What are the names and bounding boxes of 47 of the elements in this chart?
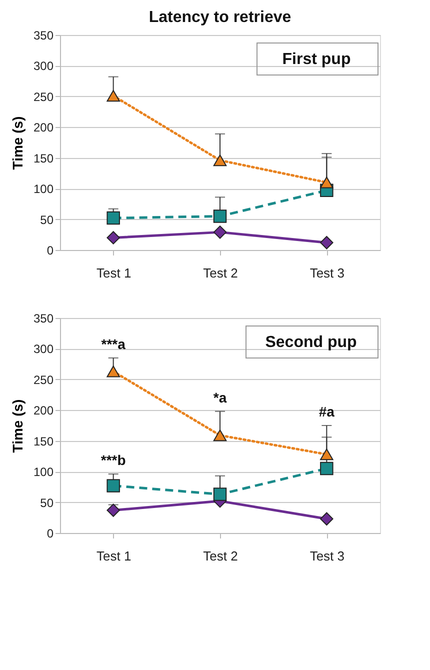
point	[320, 236, 334, 250]
annotation: Second pup	[265, 334, 357, 351]
x-tick-label: Test 3	[310, 266, 345, 280]
y-tick-label: 50	[40, 496, 54, 510]
x-tick-label: Test 1	[96, 548, 132, 564]
y-tick-label: 200	[33, 120, 54, 135]
y-tick-label: 150	[33, 434, 54, 448]
point	[213, 226, 227, 239]
chart-title: Latency to retrieve	[148, 9, 292, 26]
y-tick-label: 300	[33, 59, 54, 74]
annotation: First pup	[282, 51, 351, 68]
point	[213, 488, 227, 501]
x-tick-label: Test 3	[310, 548, 345, 564]
point	[106, 504, 120, 517]
y-tick-label: 350	[33, 312, 54, 326]
y-tick-label: 0	[46, 526, 54, 540]
y-tick-label: 0	[46, 244, 54, 258]
y-axis-title: Time (s)	[9, 399, 26, 453]
y-tick-label: 250	[33, 90, 54, 104]
point	[320, 512, 334, 526]
y-tick-label: 350	[33, 28, 54, 42]
point	[213, 154, 227, 166]
y-tick-label: 250	[33, 372, 54, 387]
point	[320, 176, 334, 188]
annotation: ***a	[101, 336, 126, 352]
y-axis-title: Time (s)	[9, 116, 26, 170]
x-tick-label: Test 2	[203, 548, 238, 564]
y-tick-label: 100	[33, 182, 54, 196]
point	[320, 448, 334, 460]
point	[320, 462, 334, 476]
x-tick-label: Test 2	[203, 266, 238, 280]
point	[106, 366, 120, 378]
annotation: #a	[318, 404, 335, 420]
y-tick-label: 150	[33, 151, 54, 166]
point	[106, 231, 120, 244]
point	[213, 430, 227, 442]
y-tick-label: 200	[33, 404, 54, 418]
point	[213, 210, 227, 223]
annotation: *a	[213, 389, 227, 406]
point	[106, 90, 120, 102]
y-tick-label: 300	[33, 342, 54, 356]
y-tick-label: 100	[33, 465, 54, 480]
y-tick-label: 50	[40, 212, 54, 227]
annotation: ***b	[100, 452, 126, 468]
x-tick-label: Test 1	[96, 266, 132, 280]
point	[106, 479, 120, 492]
point	[106, 211, 120, 225]
